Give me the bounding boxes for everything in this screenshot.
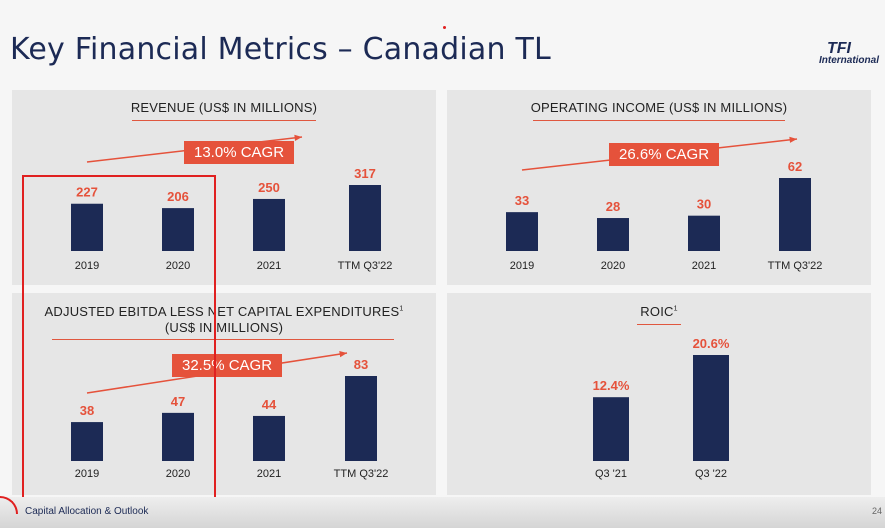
revenue-title: REVENUE (US$ IN MILLIONS) [130, 100, 318, 115]
ebitda-footnote: 1 [399, 305, 404, 313]
bar-value-label: 38 [80, 403, 94, 418]
ebitda-title-line1: ADJUSTED EBITDA LESS NET CAPITAL EXPENDI… [44, 304, 400, 319]
bar [349, 185, 381, 251]
category-label: Q3 '21 [595, 468, 627, 480]
ebitda-title-line2: (US$ IN MILLIONS) [164, 320, 284, 335]
category-label: TTM Q3'22 [338, 260, 393, 272]
category-label: TTM Q3'22 [334, 468, 389, 480]
bar [597, 218, 629, 251]
logo-line1: TFI [827, 40, 851, 57]
bar-value-label: 250 [258, 180, 280, 195]
cagr-arrowhead [294, 134, 302, 141]
bar [506, 212, 538, 251]
bar [253, 415, 285, 461]
footer-bar: Capital Allocation & Outlook 24 [0, 497, 885, 528]
bar-value-label: 33 [515, 193, 529, 208]
bar-value-label: 20.6% [693, 336, 730, 351]
highlight-box [22, 175, 216, 515]
roic-title: ROIC1 [447, 304, 871, 319]
bar-value-label: 62 [788, 159, 802, 174]
ebitda-title-underline [52, 339, 394, 340]
bar-value-label: 83 [354, 357, 368, 372]
revenue-panel: REVENUE (US$ IN MILLIONS) 227 2019 206 2020… [12, 90, 436, 285]
ebitda-chart: 38 2019 47 2020 44 2021 83 TTM Q3'22 [71, 351, 389, 480]
page-title: Key Financial Metrics – Canadian TL [10, 32, 551, 67]
footer-page-number: 24 [871, 506, 882, 516]
bar [162, 208, 194, 251]
bar [71, 203, 103, 251]
category-label: 2019 [510, 260, 534, 272]
cagr-arrowhead [789, 136, 797, 143]
roic-panel: ROIC1 12.4% Q3 '21 20.6% Q3 '22 [447, 293, 871, 495]
operating-income-title-underline [533, 120, 785, 121]
category-label: 2021 [257, 260, 281, 272]
category-label: 2019 [75, 260, 99, 272]
category-label: 2021 [692, 260, 716, 272]
category-label: 2020 [601, 260, 625, 272]
bar-value-label: 206 [167, 189, 189, 204]
bar-value-label: 44 [262, 397, 277, 412]
roic-footnote: 1 [673, 305, 678, 313]
ebitda-panel: ADJUSTED EBITDA LESS NET CAPITAL EXPENDI… [12, 293, 436, 495]
ebitda-cagr-badge: 32.5% CAGR [172, 354, 283, 377]
bar-value-label: 30 [697, 197, 711, 212]
bar-value-label: 12.4% [593, 378, 630, 393]
category-label: 2019 [75, 468, 99, 480]
revenue-cagr-badge: 13.0% CAGR [184, 141, 295, 164]
bar [688, 215, 720, 251]
bar [253, 198, 285, 251]
tfi-logo: TFI International [791, 40, 881, 68]
roic-title-underline [637, 324, 681, 325]
operating-income-panel: OPERATING INCOME (US$ IN MILLIONS) 33 201… [447, 90, 871, 285]
footer-section-label: Capital Allocation & Outlook [25, 506, 149, 517]
bar-value-label: 227 [76, 185, 98, 200]
category-label: 2021 [257, 468, 281, 480]
revenue-title-underline [132, 120, 316, 121]
category-label: 2020 [166, 468, 190, 480]
category-label: TTM Q3'22 [768, 260, 823, 272]
bar-value-label: 317 [354, 166, 376, 181]
revenue-chart: 227 2019 206 2020 250 2021 317 TTM Q3'22 [71, 134, 393, 272]
bar [693, 355, 729, 461]
roic-title-text: ROIC [640, 304, 674, 319]
bar [71, 422, 103, 461]
category-label: 2020 [166, 260, 190, 272]
bar [162, 412, 194, 461]
bar [779, 178, 811, 251]
cagr-arrowhead [339, 351, 347, 358]
logo-line2: International [818, 55, 879, 66]
bar [593, 397, 629, 461]
ebitda-title: ADJUSTED EBITDA LESS NET CAPITAL EXPENDI… [12, 304, 436, 319]
bar [345, 376, 377, 461]
annotation-dot [443, 26, 446, 29]
roic-chart: 12.4% Q3 '21 20.6% Q3 '22 [593, 336, 730, 480]
operating-income-title: OPERATING INCOME (US$ IN MILLIONS) [530, 100, 788, 115]
operating-income-chart: 33 2019 28 2020 30 2021 62 TTM Q3'22 [506, 136, 823, 272]
bar-value-label: 47 [171, 394, 185, 409]
category-label: Q3 '22 [695, 468, 727, 480]
bar-value-label: 28 [606, 199, 620, 214]
operating-income-cagr-badge: 26.6% CAGR [609, 143, 720, 166]
